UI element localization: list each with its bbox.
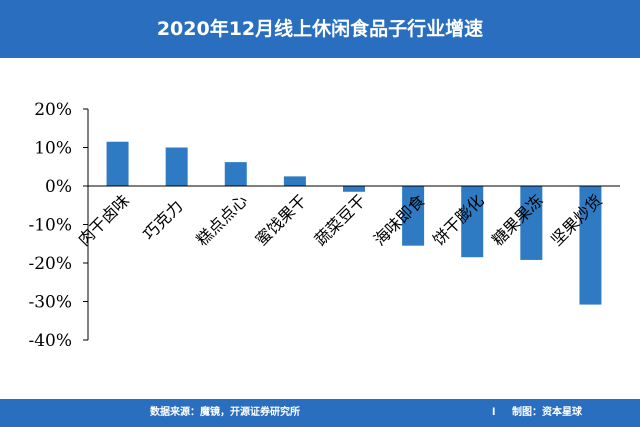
bar	[520, 186, 543, 260]
bar	[402, 186, 425, 246]
y-tick-label: 10%	[34, 139, 72, 159]
x-category-label: 巧克力	[139, 196, 186, 243]
y-tick-label: 20%	[34, 100, 72, 120]
y-tick-label: -20%	[28, 254, 72, 274]
bar	[106, 141, 129, 186]
title-bar: 2020年12月线上休闲食品子行业增速	[0, 0, 640, 58]
bar	[579, 186, 602, 305]
bar	[224, 162, 247, 186]
bar	[461, 186, 484, 258]
x-category-label: 糕点点心	[193, 191, 252, 250]
footer-separator: l	[492, 407, 496, 418]
chart-maker-text: 制图：资本星球	[512, 407, 582, 418]
x-category-label: 蔬菜豆干	[311, 191, 370, 250]
y-tick-label: -40%	[28, 331, 72, 351]
x-category-label: 蜜饯果干	[252, 191, 311, 250]
bar-chart: 20% 10% 0% -10% -20% -30% -40% 肉干卤味 巧克力 糕点点心 蜜饯果干蔬…	[28, 100, 620, 351]
chart-title: 2020年12月线上休闲食品子行业增速	[156, 18, 484, 40]
footer-bar: 数据来源：魔镜，开源证券研究所 l 制图：资本星球	[0, 399, 640, 427]
y-tick-label: -30%	[28, 293, 72, 313]
bar	[165, 147, 188, 186]
bar	[343, 186, 365, 192]
y-tick-label: -10%	[28, 216, 72, 236]
data-source-text: 数据来源：魔镜，开源证券研究所	[150, 407, 300, 418]
y-tick-label: 0%	[45, 177, 72, 197]
x-category-label: 肉干卤味	[74, 191, 133, 250]
bar	[283, 176, 306, 186]
